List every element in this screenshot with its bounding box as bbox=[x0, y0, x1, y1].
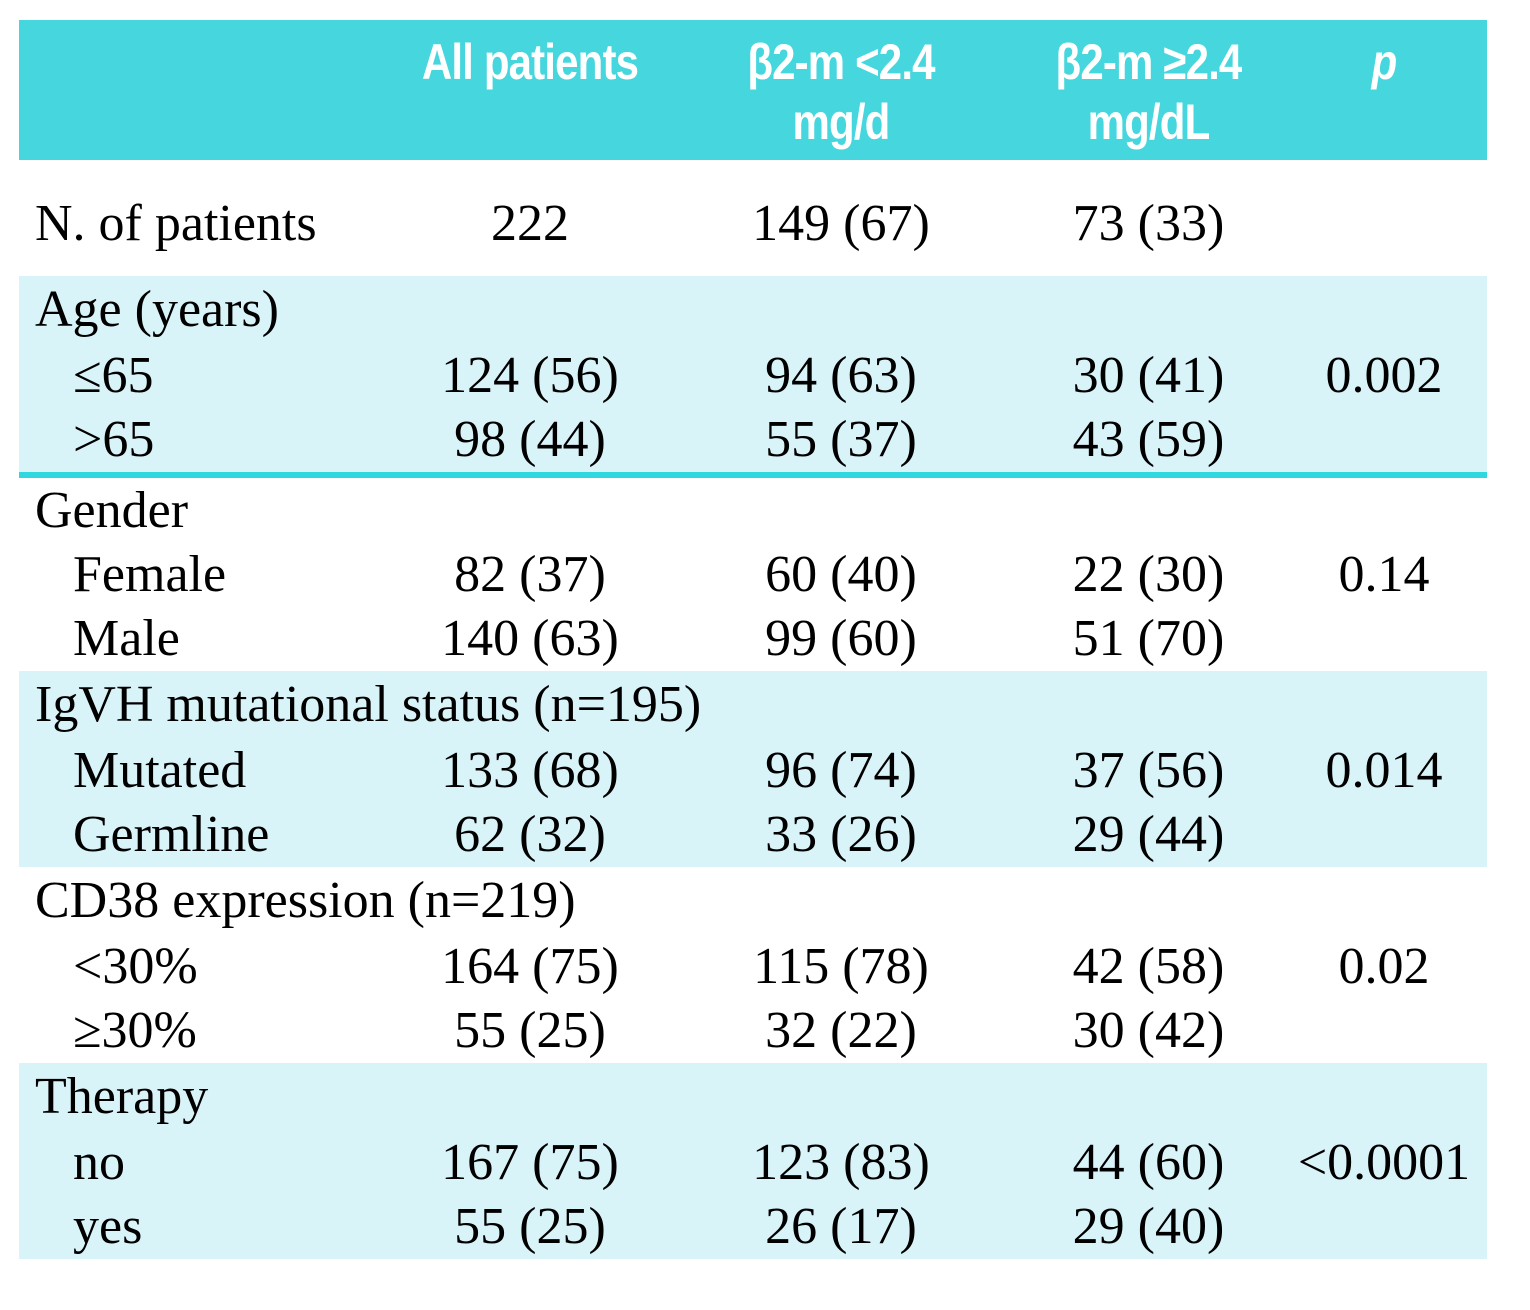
cell-p-value bbox=[1281, 408, 1487, 478]
table-row: ≤65 124 (56) 94 (63) 30 (41) 0.002 bbox=[19, 344, 1487, 408]
cell-p-value bbox=[1281, 160, 1487, 276]
col-header-p-label: p bbox=[1371, 34, 1398, 90]
cell-p-value bbox=[1281, 999, 1487, 1063]
cell-p-value: 0.014 bbox=[1325, 742, 1443, 799]
cell-b2m-low: 33 (26) bbox=[765, 806, 917, 863]
cell-b2m-high: 30 (41) bbox=[1072, 347, 1225, 404]
cell-b2m-high: 43 (59) bbox=[1016, 408, 1281, 478]
cell-b2m-high: 42 (58) bbox=[1072, 938, 1225, 995]
cell-b2m-low: 96 (74) bbox=[765, 742, 917, 799]
cell-b2m-high: 22 (30) bbox=[1072, 546, 1225, 603]
cell-p-value bbox=[1281, 1195, 1487, 1259]
section-title-row: Age (years) bbox=[19, 276, 1487, 344]
cell-p-value: 0.14 bbox=[1338, 546, 1430, 603]
section-cd38: CD38 expression (n=219) <30% 164 (75) 11… bbox=[19, 867, 1487, 1063]
cell-b2m-low: 123 (83) bbox=[752, 1134, 930, 1191]
col-header-all-patients: All patients bbox=[394, 20, 666, 160]
cell-b2m-low: 60 (40) bbox=[765, 546, 917, 603]
row-label: no bbox=[73, 1134, 125, 1191]
section-title: Age (years) bbox=[35, 281, 279, 338]
cell-all-patients: 98 (44) bbox=[394, 408, 666, 478]
section-title: CD38 expression (n=219) bbox=[35, 872, 576, 929]
cell-p-value: 0.002 bbox=[1325, 347, 1443, 404]
col-header-p: p bbox=[1281, 20, 1487, 160]
cell-b2m-low: 94 (63) bbox=[765, 347, 917, 404]
table-row: Germline 62 (32) 33 (26) 29 (44) bbox=[19, 803, 1487, 867]
cell-all-patients: 140 (63) bbox=[441, 610, 619, 667]
section-age: Age (years) ≤65 124 (56) 94 (63) 30 (41)… bbox=[19, 276, 1487, 478]
cell-all-patients: 164 (75) bbox=[441, 938, 619, 995]
table-row: >65 98 (44) 55 (37) 43 (59) bbox=[19, 408, 1487, 478]
col-header-all-patients-label: All patients bbox=[421, 34, 639, 90]
cell-b2m-high: 37 (56) bbox=[1072, 742, 1225, 799]
col-header-b2m-low: β2-m <2.4 mg/d bbox=[666, 20, 1016, 160]
table-header: All patients β2-m <2.4 mg/d β2-m ≥2.4 mg… bbox=[19, 20, 1487, 160]
cell-b2m-low: 149 (67) bbox=[752, 195, 930, 252]
section-title-row: CD38 expression (n=219) bbox=[19, 867, 1487, 935]
row-label: <30% bbox=[73, 938, 198, 995]
section-title-row: Gender bbox=[19, 475, 1487, 543]
b2m-low-line1: β2-m <2.4 bbox=[747, 34, 935, 90]
cell-b2m-high: 29 (40) bbox=[1072, 1198, 1225, 1255]
row-label: >65 bbox=[19, 408, 394, 478]
section-title: Gender bbox=[35, 481, 189, 539]
cell-all-patients: 124 (56) bbox=[441, 347, 619, 404]
table-row: Mutated 133 (68) 96 (74) 37 (56) 0.014 bbox=[19, 739, 1487, 803]
section-n-of-patients: N. of patients 222 149 (67) 73 (33) bbox=[19, 160, 1487, 276]
cell-b2m-low: 32 (22) bbox=[765, 1002, 917, 1059]
cell-b2m-high: 29 (44) bbox=[1072, 806, 1225, 863]
table-row: <30% 164 (75) 115 (78) 42 (58) 0.02 bbox=[19, 935, 1487, 999]
section-title-row: IgVH mutational status (n=195) bbox=[19, 671, 1487, 739]
table-row: yes 55 (25) 26 (17) 29 (40) bbox=[19, 1195, 1487, 1259]
header-row: All patients β2-m <2.4 mg/d β2-m ≥2.4 mg… bbox=[19, 20, 1487, 160]
cell-all-patients: 82 (37) bbox=[454, 546, 606, 603]
cell-b2m-low: 26 (17) bbox=[765, 1198, 917, 1255]
section-title-row: Therapy bbox=[19, 1063, 1487, 1131]
row-label: Male bbox=[73, 610, 180, 667]
cell-b2m-high: 73 (33) bbox=[1072, 195, 1225, 252]
cell-b2m-high: 30 (42) bbox=[1072, 1002, 1225, 1059]
cell-p-value bbox=[1281, 803, 1487, 867]
table-row: Male 140 (63) 99 (60) 51 (70) bbox=[19, 607, 1487, 671]
cell-b2m-high: 51 (70) bbox=[1072, 610, 1225, 667]
cell-all-patients: 55 (25) bbox=[454, 1002, 606, 1059]
section-igvh: IgVH mutational status (n=195) Mutated 1… bbox=[19, 671, 1487, 867]
row-label: Female bbox=[73, 546, 227, 603]
cell-p-value: <0.0001 bbox=[1297, 1134, 1471, 1191]
row-label: ≥30% bbox=[73, 1002, 197, 1059]
cell-all-patients: 55 (25) bbox=[454, 1198, 606, 1255]
table-row: no 167 (75) 123 (83) 44 (60) <0.0001 bbox=[19, 1131, 1487, 1195]
cell-p-value: 0.02 bbox=[1338, 938, 1430, 995]
cell-p-value bbox=[1281, 607, 1487, 671]
row-label: Germline bbox=[73, 806, 270, 863]
table-row: N. of patients 222 149 (67) 73 (33) bbox=[19, 160, 1487, 276]
section-therapy: Therapy no 167 (75) 123 (83) 44 (60) <0.… bbox=[19, 1063, 1487, 1259]
row-label: ≤65 bbox=[73, 347, 154, 404]
cell-all-patients: 133 (68) bbox=[441, 742, 619, 799]
row-label: N. of patients bbox=[35, 195, 317, 252]
table-row: Female 82 (37) 60 (40) 22 (30) 0.14 bbox=[19, 543, 1487, 607]
cell-all-patients: 62 (32) bbox=[454, 806, 606, 863]
col-header-b2m-high: β2-m ≥2.4 mg/dL bbox=[1016, 20, 1281, 160]
table-row: ≥30% 55 (25) 32 (22) 30 (42) bbox=[19, 999, 1487, 1063]
b2m-high-line2: mg/dL bbox=[1087, 94, 1211, 150]
cell-b2m-low: 115 (78) bbox=[753, 938, 929, 995]
cell-b2m-low: 99 (60) bbox=[765, 610, 917, 667]
row-label: Mutated bbox=[73, 742, 247, 799]
row-label: yes bbox=[73, 1198, 143, 1255]
patient-characteristics-table: All patients β2-m <2.4 mg/d β2-m ≥2.4 mg… bbox=[19, 20, 1487, 1259]
cell-all-patients: 222 bbox=[491, 195, 569, 252]
col-header-blank bbox=[19, 20, 394, 160]
cell-b2m-low: 55 (37) bbox=[666, 408, 1016, 478]
b2m-low-line2: mg/d bbox=[792, 94, 891, 150]
cell-all-patients: 167 (75) bbox=[441, 1134, 619, 1191]
b2m-high-line1: β2-m ≥2.4 bbox=[1055, 34, 1243, 90]
cell-b2m-high: 44 (60) bbox=[1072, 1134, 1225, 1191]
patient-characteristics-table-wrap: All patients β2-m <2.4 mg/d β2-m ≥2.4 mg… bbox=[19, 20, 1487, 1259]
section-title: IgVH mutational status (n=195) bbox=[35, 676, 702, 733]
section-title: Therapy bbox=[35, 1068, 209, 1125]
section-gender: Gender Female 82 (37) 60 (40) 22 (30) 0.… bbox=[19, 475, 1487, 671]
